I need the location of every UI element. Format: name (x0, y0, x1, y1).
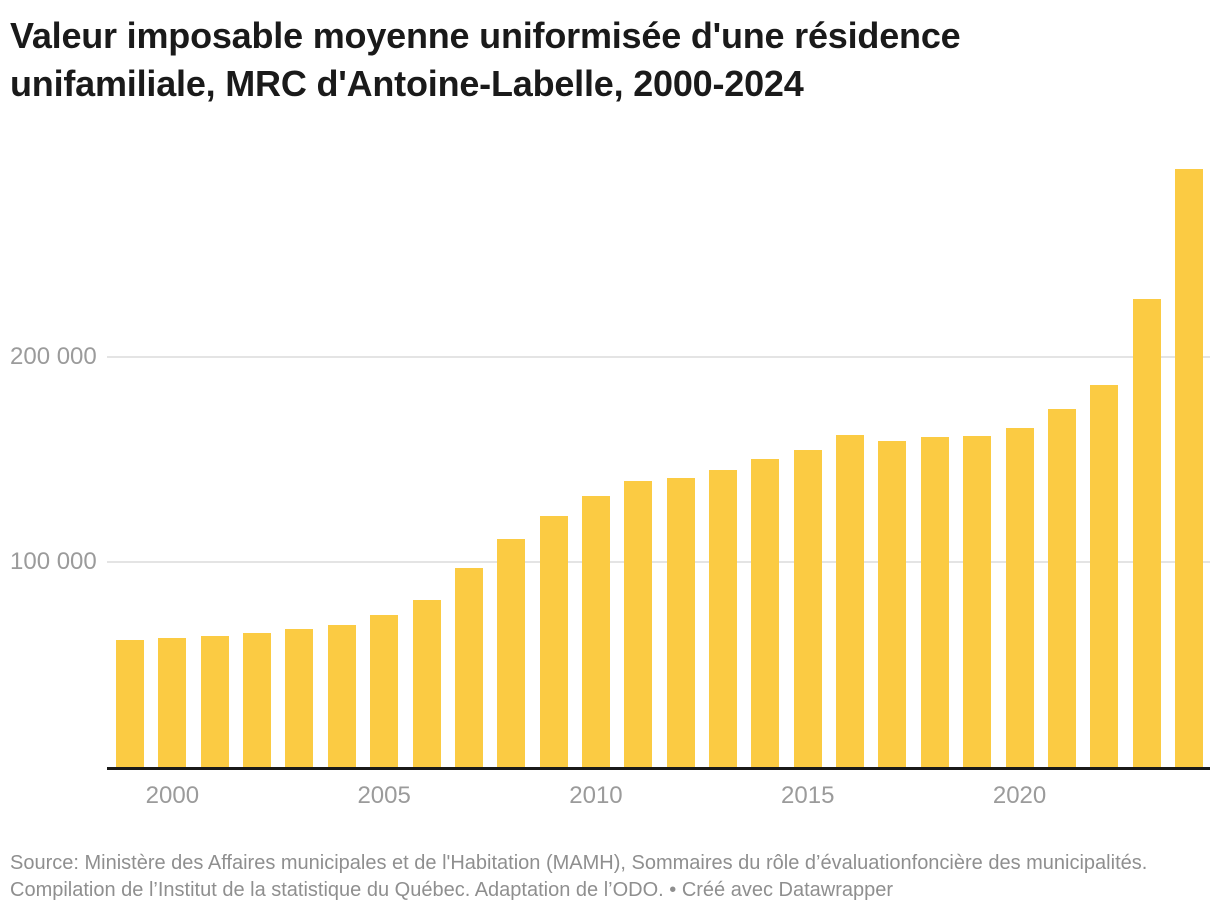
bar-2006[interactable] (412, 600, 441, 767)
source-note: Source: Ministère des Affaires municipal… (10, 852, 1148, 901)
y-tick-label-200000: 200 000 (10, 343, 97, 370)
x-axis-line (107, 767, 1210, 770)
bar-2023[interactable] (1132, 299, 1161, 767)
bar-2019[interactable] (963, 435, 992, 767)
bar-2022[interactable] (1090, 385, 1119, 767)
bar-2009[interactable] (539, 515, 568, 767)
x-tick-label-2005: 2005 (357, 782, 411, 809)
bar-1999[interactable] (116, 639, 144, 767)
x-tick-label-2010: 2010 (569, 782, 623, 809)
bar-2013[interactable] (709, 469, 738, 767)
bar-2011[interactable] (624, 481, 653, 767)
x-tick-label-2000: 2000 (145, 782, 200, 809)
y-tick-label-100000: 100 000 (10, 548, 97, 575)
bar-2018[interactable] (920, 437, 949, 767)
gridline-100000 (107, 561, 1210, 563)
bar-2000[interactable] (158, 638, 187, 767)
bar-2005[interactable] (370, 615, 399, 767)
bar-2008[interactable] (497, 538, 526, 767)
x-tick-label-2020: 2020 (992, 782, 1047, 809)
bar-2012[interactable] (666, 478, 695, 767)
bar-2024[interactable] (1175, 168, 1203, 767)
bar-2020[interactable] (1005, 427, 1034, 767)
bar-2015[interactable] (793, 450, 822, 767)
bar-2007[interactable] (454, 567, 483, 767)
chart-title: Valeur imposable moyenne uniformisée d'u… (10, 15, 961, 104)
bar-2016[interactable] (836, 435, 865, 767)
bar-2010[interactable] (581, 496, 610, 767)
bar-2001[interactable] (200, 636, 229, 767)
gridline-200000 (107, 356, 1210, 358)
bar-2003[interactable] (285, 629, 314, 767)
bar-2004[interactable] (327, 624, 356, 767)
bar-2002[interactable] (243, 632, 272, 767)
x-tick-label-2015: 2015 (781, 782, 835, 809)
bar-2017[interactable] (878, 441, 907, 767)
bar-2021[interactable] (1047, 409, 1076, 767)
bar-2014[interactable] (751, 458, 780, 767)
